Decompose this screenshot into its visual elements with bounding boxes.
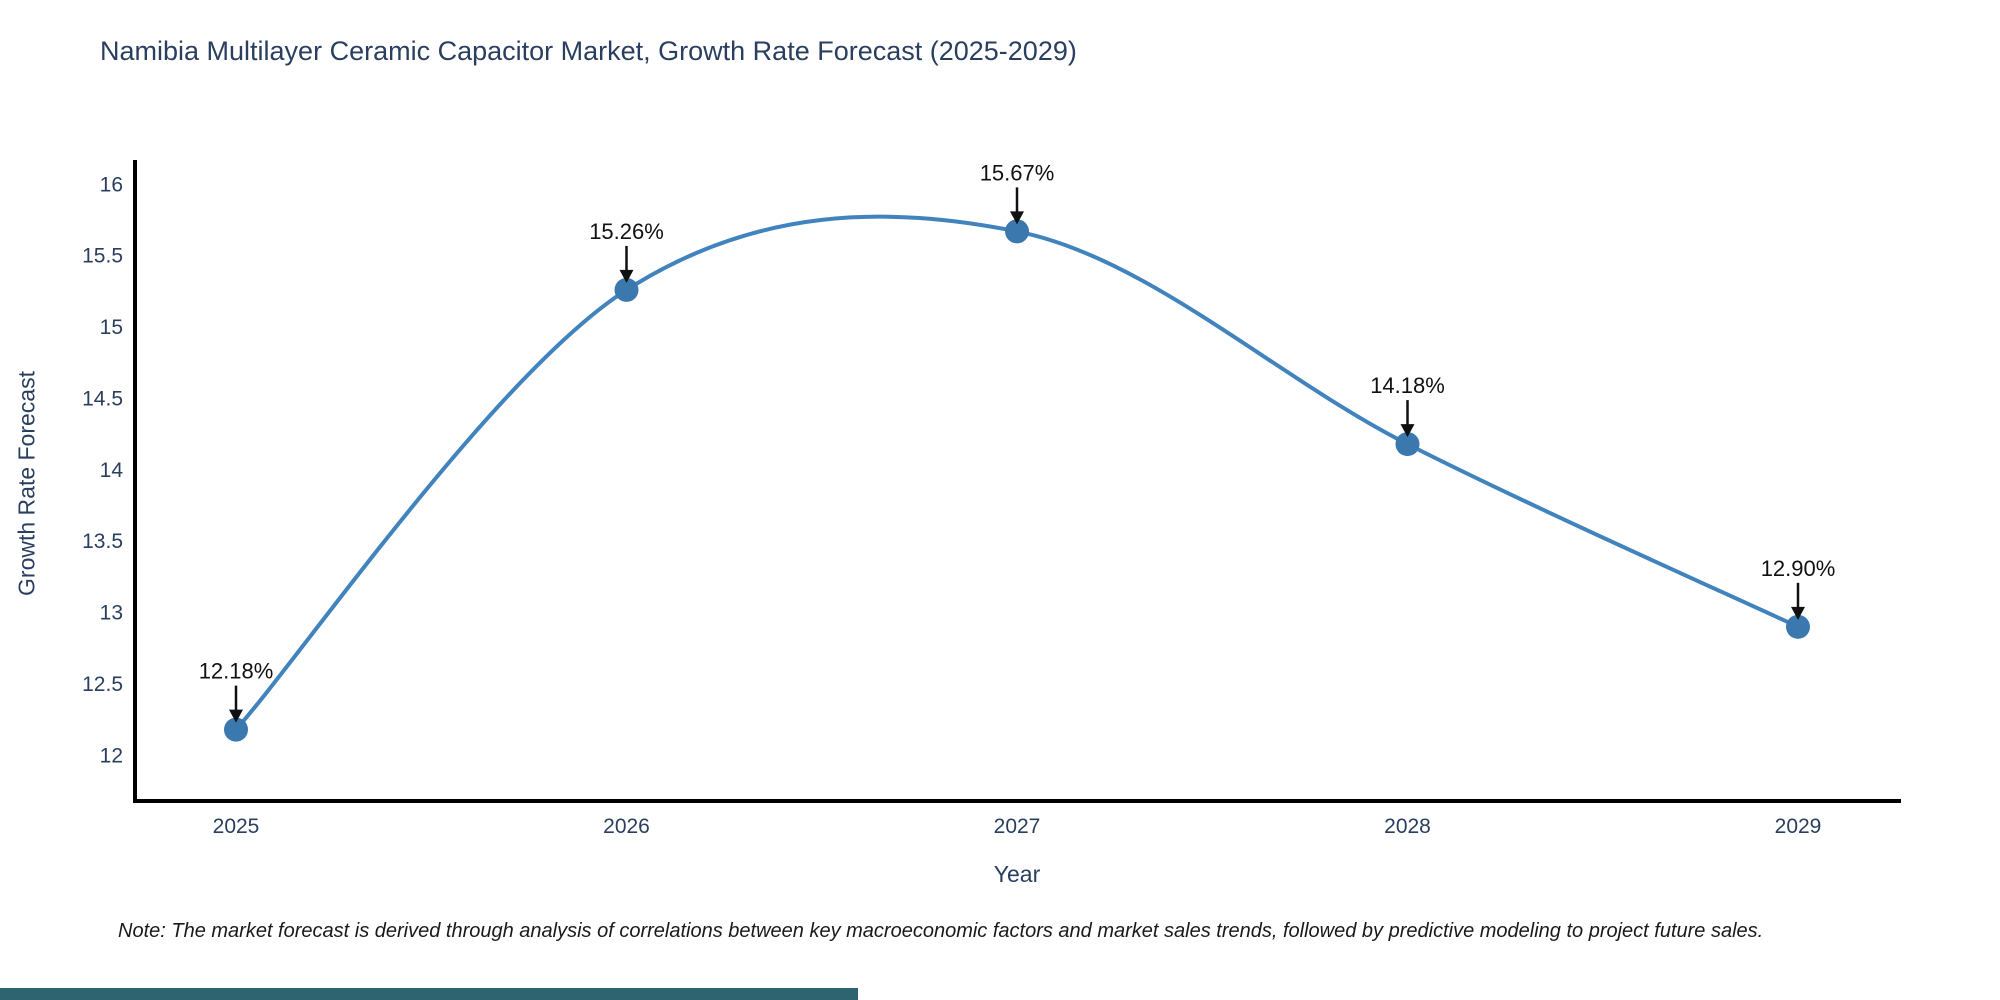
data-point-marker xyxy=(614,277,639,302)
x-tick-label: 2029 xyxy=(1775,815,1822,838)
chart-title: Namibia Multilayer Ceramic Capacitor Mar… xyxy=(100,36,1077,66)
y-tick-label: 12.5 xyxy=(82,673,123,696)
annotation-arrowhead xyxy=(229,709,243,723)
annotation-arrowhead xyxy=(1010,211,1024,225)
y-tick-label: 15 xyxy=(100,316,123,339)
x-tick-label: 2027 xyxy=(994,815,1041,838)
data-point-marker xyxy=(1395,432,1420,457)
y-tick-label: 16 xyxy=(100,173,123,196)
x-tick-label: 2028 xyxy=(1384,815,1431,838)
y-tick-label: 14.5 xyxy=(82,387,123,410)
x-axis-title: Year xyxy=(993,861,1041,887)
data-point-marker xyxy=(224,717,248,742)
y-tick-label: 13 xyxy=(100,602,123,625)
forecast-line xyxy=(234,214,1799,731)
y-tick-label: 15.5 xyxy=(82,245,123,268)
bottom-accent-bar xyxy=(0,988,858,1000)
data-point-marker xyxy=(1786,614,1810,639)
annotation-label: 15.67% xyxy=(980,160,1055,185)
y-tick-label: 13.5 xyxy=(82,530,123,553)
x-tick-label: 2026 xyxy=(603,815,650,838)
annotation-label: 12.90% xyxy=(1761,556,1836,581)
annotation-label: 12.18% xyxy=(199,659,274,684)
annotation-label: 15.26% xyxy=(589,219,664,244)
annotation-label: 14.18% xyxy=(1370,373,1445,398)
x-tick-label: 2025 xyxy=(213,815,260,838)
annotation-arrowhead xyxy=(619,269,634,283)
y-tick-label: 14 xyxy=(100,459,124,482)
data-point-marker xyxy=(1005,219,1029,244)
footnote: Note: The market forecast is derived thr… xyxy=(118,920,1764,942)
annotation-arrowhead xyxy=(1791,606,1805,620)
y-tick-label: 12 xyxy=(100,744,123,767)
annotation-arrowhead xyxy=(1400,424,1415,438)
